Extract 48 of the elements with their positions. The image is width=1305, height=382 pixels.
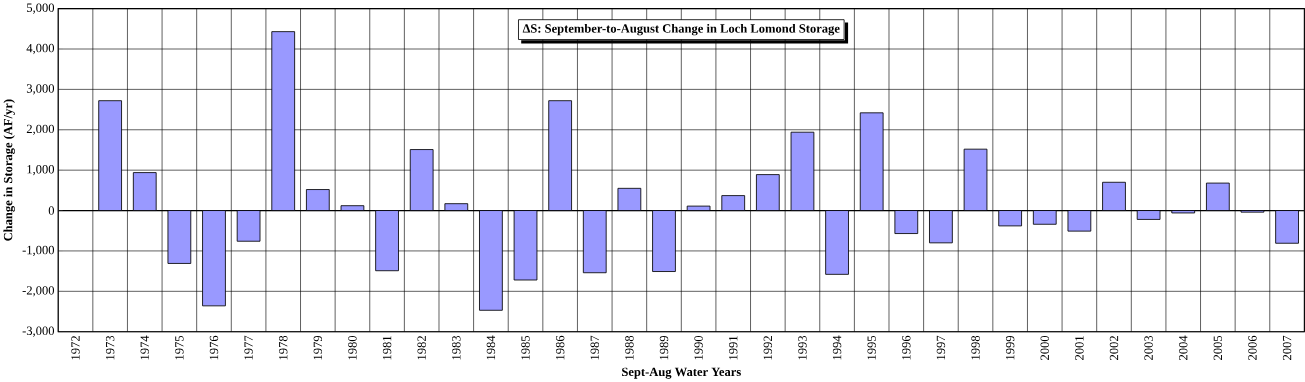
x-tick-label: 1977 bbox=[244, 335, 253, 360]
x-tick-label: 1989 bbox=[659, 335, 669, 360]
y-tick-label: 4,000 bbox=[26, 43, 55, 55]
y-tick-label: 0 bbox=[48, 206, 55, 215]
x-tick-label: 1997 bbox=[936, 335, 946, 360]
x-tick-label: 1992 bbox=[763, 336, 773, 360]
y-tick-label: 5,000 bbox=[27, 3, 55, 14]
y-tick-label: -1,000 bbox=[22, 245, 55, 256]
x-tick-label: 1973 bbox=[105, 335, 115, 360]
y-tick-label: 3,000 bbox=[26, 84, 55, 95]
x-tick-label: 1980 bbox=[348, 335, 357, 360]
x-tick-label: 2003 bbox=[1144, 335, 1153, 360]
x-tick-label: 1972 bbox=[71, 336, 80, 360]
x-tick-label: 2005 bbox=[1213, 335, 1223, 360]
x-tick-label: 1974 bbox=[140, 335, 149, 360]
x-tick-label: 1978 bbox=[278, 335, 288, 360]
x-tick-label: 1982 bbox=[417, 336, 426, 360]
x-tick-label: 1981 bbox=[382, 336, 392, 360]
x-tick-label: 1994 bbox=[832, 335, 842, 360]
x-tick-label: 1979 bbox=[313, 335, 323, 360]
x-tick-label: 1976 bbox=[209, 335, 219, 360]
x-tick-label: 1998 bbox=[971, 335, 980, 360]
x-tick-label: 1993 bbox=[798, 335, 807, 360]
x-tick-label: 1996 bbox=[902, 335, 911, 360]
y-axis-title: Change in Storage (AF/yr) bbox=[3, 99, 15, 241]
x-tick-label: 1991 bbox=[729, 336, 738, 360]
text: ∆S: September-to-August Change in Loch Lomond Storage bbox=[522, 23, 840, 36]
x-tick-label: 2007 bbox=[1282, 335, 1292, 360]
x-tick-label: 1986 bbox=[555, 335, 565, 360]
y-tick-label: 2,000 bbox=[26, 124, 55, 135]
x-tick-label: 1990 bbox=[694, 335, 703, 360]
y-tick-label: 1,000 bbox=[27, 164, 55, 176]
x-tick-label: 2004 bbox=[1179, 335, 1188, 360]
y-tick-label: -3,000 bbox=[22, 326, 55, 337]
x-tick-label: 1985 bbox=[521, 335, 530, 360]
x-tick-label: 2001 bbox=[1075, 336, 1084, 360]
x-tick-label: 1983 bbox=[452, 335, 461, 360]
x-tick-label: 1995 bbox=[867, 335, 876, 360]
y-tick-label: -2,000 bbox=[22, 286, 55, 297]
x-tick-label: 2000 bbox=[1040, 335, 1049, 360]
x-tick-label: 1975 bbox=[175, 335, 184, 360]
x-tick-label: 2002 bbox=[1109, 336, 1119, 360]
x-tick-label: 1988 bbox=[625, 335, 634, 360]
x-tick-label: 1999 bbox=[1005, 335, 1015, 360]
x-axis-title: Sept-Aug Water Years bbox=[622, 367, 741, 379]
x-tick-label: 2006 bbox=[1248, 335, 1257, 360]
x-tick-label: 1987 bbox=[590, 335, 599, 360]
x-tick-label: 1984 bbox=[486, 335, 496, 360]
